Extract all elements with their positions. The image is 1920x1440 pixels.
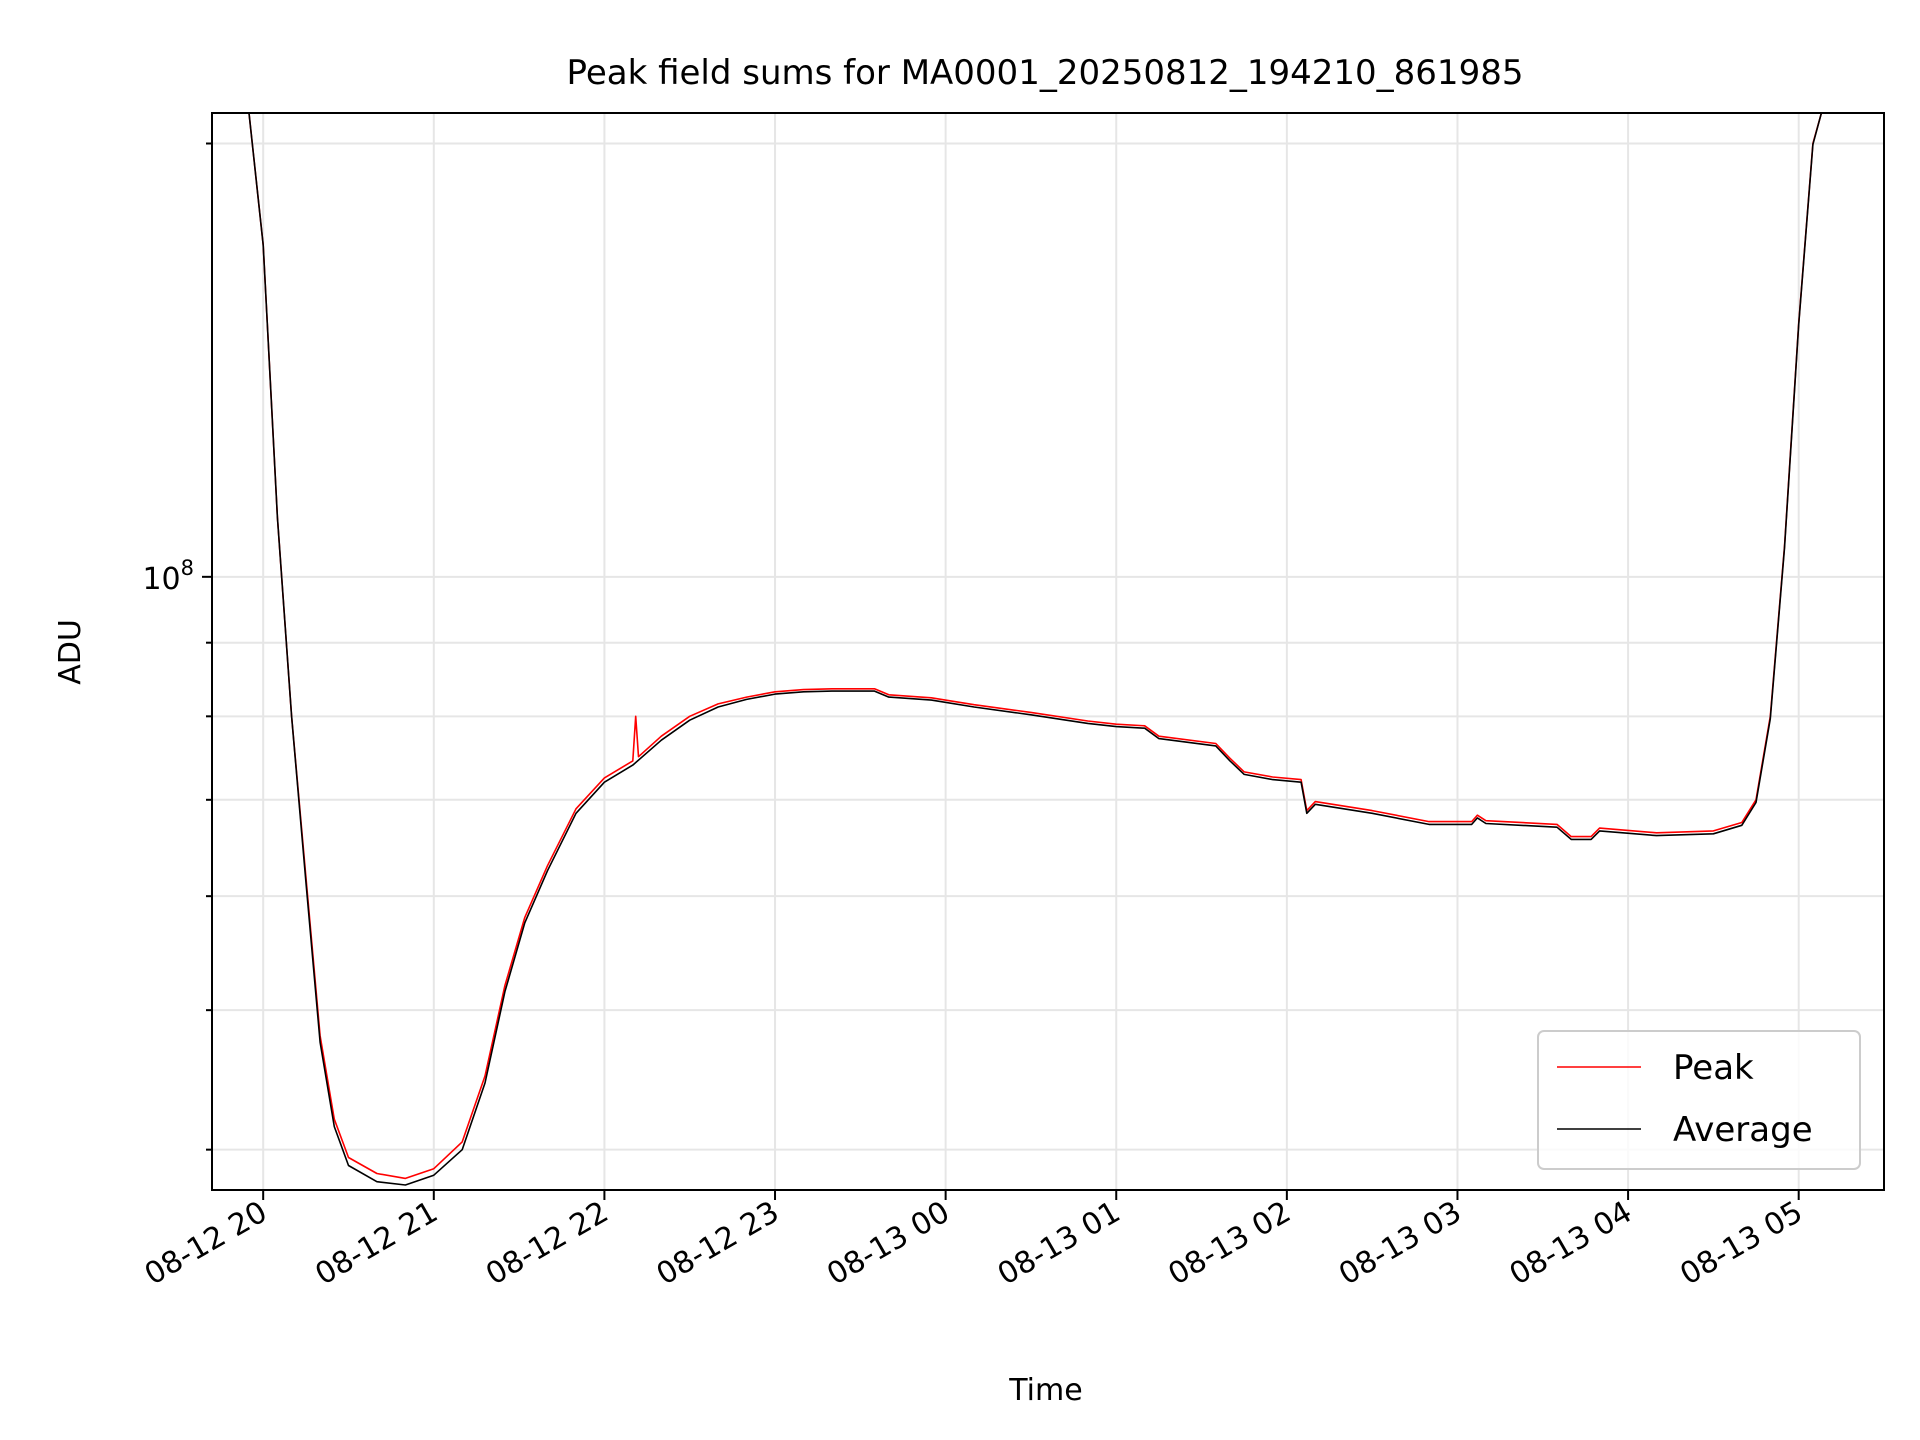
- legend-box: [1537, 1030, 1861, 1170]
- x-axis-label: Time: [1008, 1373, 1082, 1408]
- legend-label-peak: Peak: [1673, 1048, 1754, 1088]
- y-axis-label: ADU: [53, 619, 88, 685]
- legend-label-average: Average: [1673, 1110, 1813, 1150]
- legend: Peak Average: [1537, 1030, 1861, 1170]
- series-line-average: [212, 113, 1884, 1186]
- chart-title: Peak field sums for MA0001_20250812_1942…: [567, 53, 1524, 93]
- series-line-peak: [212, 113, 1884, 1180]
- y-tick-label: 108: [142, 556, 194, 597]
- series-layer: [212, 113, 1884, 1186]
- plot-area-frame: [211, 112, 1885, 1191]
